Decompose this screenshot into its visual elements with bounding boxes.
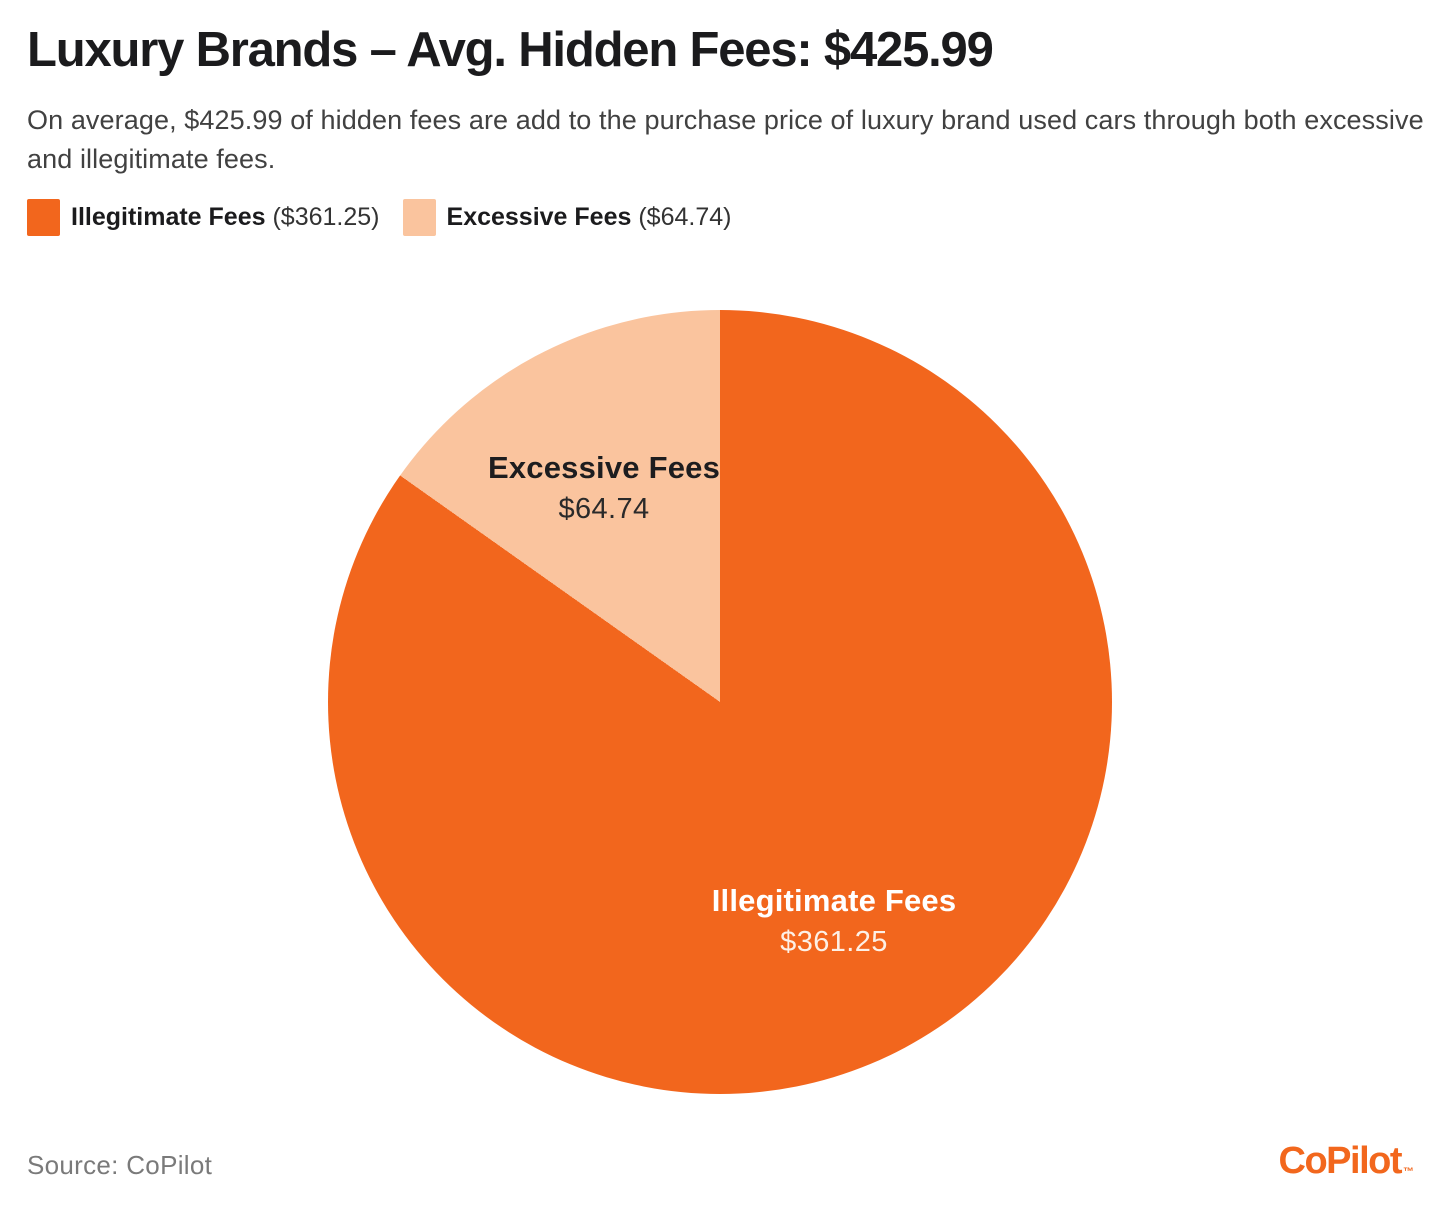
legend-label-text: Excessive Fees bbox=[446, 203, 632, 231]
source-attribution: Source: CoPilot bbox=[27, 1150, 213, 1180]
chart-legend: Illegitimate Fees ($361.25) Excessive Fe… bbox=[27, 199, 731, 236]
brand-logo-text: CoPilot bbox=[1278, 1140, 1403, 1182]
legend-label-text: Illegitimate Fees bbox=[71, 203, 266, 231]
pie-chart bbox=[328, 310, 1112, 1094]
trademark-symbol: ™ bbox=[1403, 1166, 1414, 1178]
legend-value-text: ($64.74) bbox=[638, 203, 732, 231]
legend-swatch-excessive-fees bbox=[402, 199, 436, 236]
page-title: Luxury Brands – Avg. Hidden Fees: $425.9… bbox=[27, 23, 994, 77]
legend-label-excessive-fees: Excessive Fees ($64.74) bbox=[447, 203, 732, 232]
page-subtitle: On average, $425.99 of hidden fees are a… bbox=[27, 105, 1424, 174]
legend-item-excessive-fees: Excessive Fees ($64.74) bbox=[402, 199, 732, 236]
legend-value-text: ($361.25) bbox=[272, 203, 380, 231]
legend-swatch-illegitimate-fees bbox=[27, 199, 60, 236]
legend-item-illegitimate-fees: Illegitimate Fees ($361.25) bbox=[27, 199, 380, 236]
legend-label-illegitimate-fees: Illegitimate Fees ($361.25) bbox=[71, 203, 380, 232]
brand-logo: CoPilot ™ bbox=[1279, 1140, 1414, 1183]
